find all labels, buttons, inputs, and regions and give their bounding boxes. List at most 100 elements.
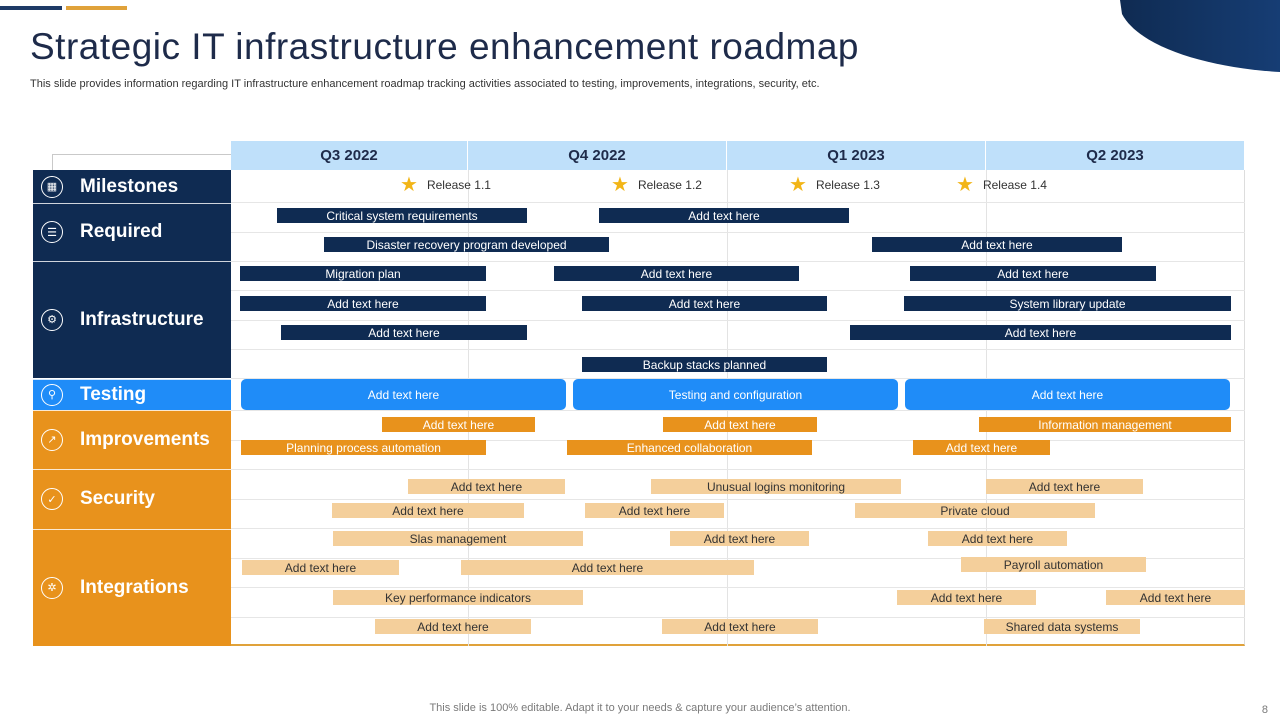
- shield-icon: ✓: [41, 488, 63, 510]
- category-divider: [33, 529, 231, 530]
- category-label: Integrations: [80, 576, 189, 598]
- task-bar-infrastructure[interactable]: Migration plan: [240, 266, 486, 281]
- test-tube-icon: ⚲: [41, 383, 63, 406]
- task-bar-integrations[interactable]: Add text here: [1106, 590, 1245, 605]
- category-integrations: ✲ Integrations: [33, 529, 231, 646]
- milestone-label: Release 1.1: [426, 178, 491, 192]
- task-bar-improvements[interactable]: Add text here: [382, 417, 535, 432]
- grid-row-divider: [231, 587, 1245, 588]
- accent-bar-navy: [0, 6, 62, 10]
- network-icon: ⚙: [41, 308, 63, 331]
- roadmap-grid: [231, 170, 1245, 646]
- connector-line: [52, 154, 231, 155]
- milestone-label: Release 1.3: [815, 178, 880, 192]
- category-milestones: ▦ Milestones: [33, 170, 231, 203]
- milestone-release-1-2: ★ Release 1.2: [611, 175, 702, 195]
- quarter-header-q4-2022: Q4 2022: [468, 141, 727, 170]
- star-icon: ★: [611, 174, 629, 196]
- accent-bar-gold: [66, 6, 127, 10]
- category-improvements: ↗ Improvements: [33, 410, 231, 469]
- category-required: ☰ Required: [33, 203, 231, 261]
- category-divider: [33, 410, 231, 411]
- task-bar-required[interactable]: Add text here: [872, 237, 1122, 252]
- milestone-release-1-1: ★ Release 1.1: [400, 175, 491, 195]
- task-bar-infrastructure[interactable]: Backup stacks planned: [582, 357, 827, 372]
- category-divider: [33, 203, 231, 204]
- task-bar-security[interactable]: Private cloud: [855, 503, 1095, 518]
- category-infrastructure: ⚙ Infrastructure: [33, 261, 231, 378]
- task-bar-improvements[interactable]: Add text here: [913, 440, 1050, 455]
- task-bar-testing[interactable]: Testing and configuration: [573, 379, 898, 410]
- task-bar-integrations[interactable]: Add text here: [461, 560, 754, 575]
- category-divider: [33, 261, 231, 262]
- grid-row-divider: [231, 320, 1245, 321]
- milestone-release-1-4: ★ Release 1.4: [956, 175, 1047, 195]
- quarter-header-q2-2023: Q2 2023: [986, 141, 1245, 170]
- milestone-label: Release 1.4: [982, 178, 1047, 192]
- task-bar-testing[interactable]: Add text here: [905, 379, 1230, 410]
- task-bar-improvements[interactable]: Enhanced collaboration: [567, 440, 812, 455]
- category-testing: ⚲ Testing: [33, 379, 231, 410]
- star-icon: ★: [400, 174, 418, 196]
- grid-row-divider: [231, 261, 1245, 262]
- clipboard-icon: ☰: [41, 221, 63, 243]
- connector-line: [52, 154, 53, 170]
- task-bar-security[interactable]: Add text here: [332, 503, 524, 518]
- task-bar-infrastructure[interactable]: Add text here: [554, 266, 799, 281]
- grid-row-divider: [231, 349, 1245, 350]
- category-label: Required: [80, 221, 163, 242]
- task-bar-required[interactable]: Add text here: [599, 208, 849, 223]
- grid-row-divider: [231, 528, 1245, 529]
- category-label: Testing: [80, 383, 147, 405]
- task-bar-security[interactable]: Add text here: [986, 479, 1143, 494]
- milestone-release-1-3: ★ Release 1.3: [789, 175, 880, 195]
- category-divider: [33, 469, 231, 470]
- grid-row-divider: [231, 558, 1245, 559]
- task-bar-security[interactable]: Add text here: [408, 479, 565, 494]
- page-subtitle: This slide provides information regardin…: [30, 78, 820, 90]
- grid-row-divider: [231, 499, 1245, 500]
- task-bar-integrations[interactable]: Payroll automation: [961, 557, 1146, 572]
- task-bar-infrastructure[interactable]: Add text here: [281, 325, 527, 340]
- category-label: Improvements: [80, 428, 210, 450]
- task-bar-improvements[interactable]: Add text here: [663, 417, 817, 432]
- task-bar-integrations[interactable]: Add text here: [662, 619, 818, 634]
- task-bar-integrations[interactable]: Add text here: [897, 590, 1036, 605]
- grid-row-divider: [231, 617, 1245, 618]
- star-icon: ★: [956, 174, 974, 196]
- task-bar-infrastructure[interactable]: Add text here: [850, 325, 1231, 340]
- calendar-icon: ▦: [41, 175, 63, 198]
- grid-row-divider: [231, 469, 1245, 470]
- corner-decoration: [1120, 0, 1280, 72]
- task-bar-improvements[interactable]: Information management: [979, 417, 1231, 432]
- grid-row-divider: [231, 202, 1245, 203]
- task-bar-infrastructure[interactable]: Add text here: [240, 296, 486, 311]
- task-bar-infrastructure[interactable]: Add text here: [582, 296, 827, 311]
- task-bar-improvements[interactable]: Planning process automation: [241, 440, 486, 455]
- milestone-label: Release 1.2: [637, 178, 702, 192]
- quarter-header-q3-2022: Q3 2022: [231, 141, 468, 170]
- footer-note: This slide is 100% editable. Adapt it to…: [429, 702, 851, 714]
- task-bar-required[interactable]: Disaster recovery program developed: [324, 237, 609, 252]
- task-bar-integrations[interactable]: Slas management: [333, 531, 583, 546]
- grid-row-divider: [231, 378, 1245, 379]
- quarter-header-q1-2023: Q1 2023: [727, 141, 986, 170]
- task-bar-security[interactable]: Add text here: [585, 503, 724, 518]
- gears-icon: ✲: [41, 576, 63, 599]
- task-bar-required[interactable]: Critical system requirements: [277, 208, 527, 223]
- task-bar-infrastructure[interactable]: Add text here: [910, 266, 1156, 281]
- page-title: Strategic IT infrastructure enhancement …: [30, 26, 860, 67]
- task-bar-integrations[interactable]: Add text here: [375, 619, 531, 634]
- task-bar-security[interactable]: Unusual logins monitoring: [651, 479, 901, 494]
- category-label: Security: [80, 488, 155, 509]
- task-bar-integrations[interactable]: Add text here: [670, 531, 809, 546]
- task-bar-infrastructure[interactable]: System library update: [904, 296, 1231, 311]
- task-bar-integrations[interactable]: Key performance indicators: [333, 590, 583, 605]
- grid-row-divider: [231, 290, 1245, 291]
- task-bar-integrations[interactable]: Add text here: [928, 531, 1067, 546]
- task-bar-integrations[interactable]: Add text here: [242, 560, 399, 575]
- grid-row-divider: [231, 410, 1245, 411]
- task-bar-testing[interactable]: Add text here: [241, 379, 566, 410]
- task-bar-integrations[interactable]: Shared data systems: [984, 619, 1140, 634]
- grid-row-divider: [231, 232, 1245, 233]
